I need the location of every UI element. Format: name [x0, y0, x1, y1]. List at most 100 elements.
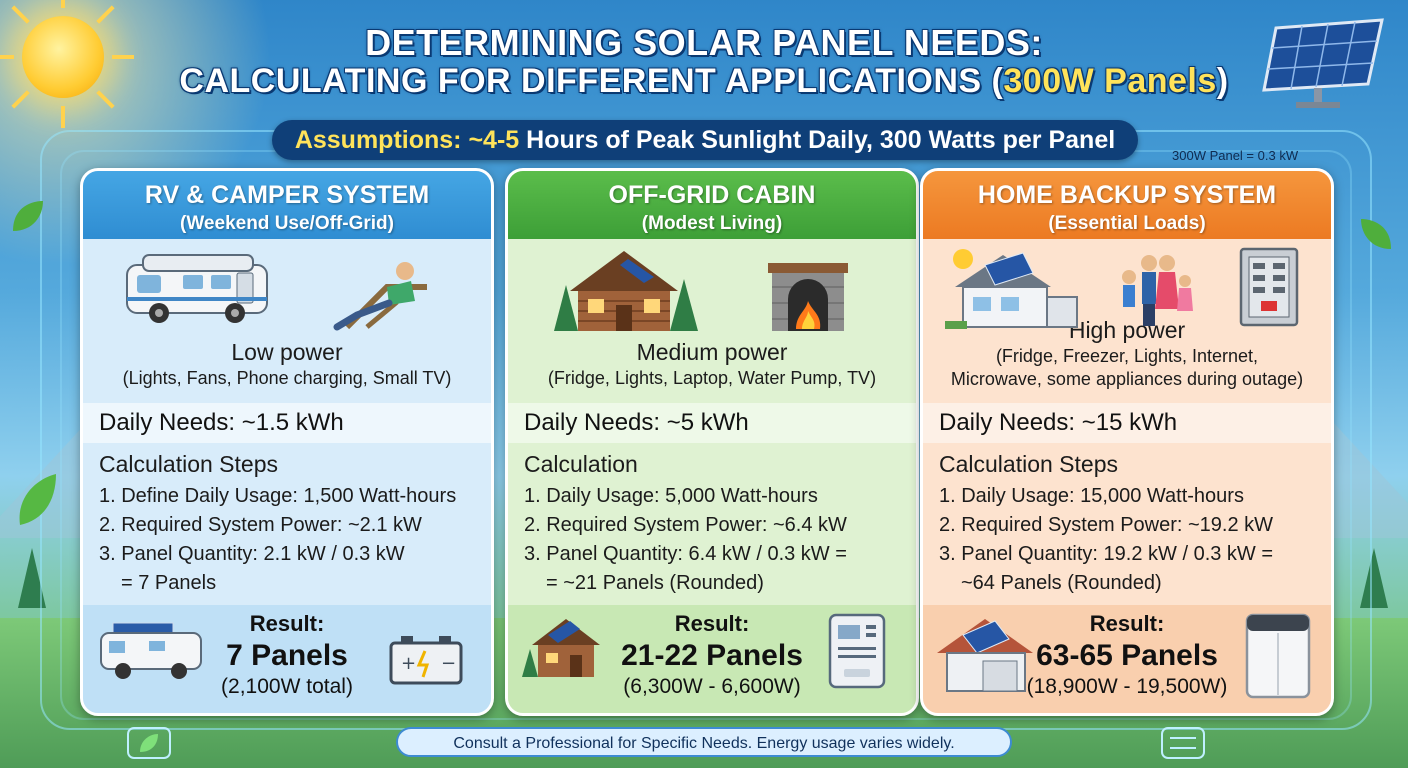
power-detail-2: Microwave, some appliances during outage… [950, 369, 1304, 389]
leaf-icon [19, 474, 57, 525]
card-subtitle: (Modest Living) [641, 213, 783, 234]
daily-label: Daily Needs: [99, 409, 236, 436]
cabin-icon [522, 619, 600, 677]
leaf-icon [13, 201, 43, 231]
power-detail: (Fridge, Freezer, Lights, Internet, [995, 346, 1259, 366]
tree-right [1360, 548, 1388, 608]
step-row: 2. Required System Power: ~2.1 kW [99, 514, 422, 536]
rv-icon [100, 622, 202, 679]
result-total: (18,900W - 19,500W) [1026, 675, 1228, 698]
daily-needs: Daily Needs: ~5 kWh [508, 403, 916, 443]
calculation-steps: Calculation 1. Daily Usage: 5,000 Watt-h… [524, 451, 904, 598]
calculation-steps: Calculation Steps 1. Define Daily Usage:… [99, 451, 479, 598]
power-level: High power [1068, 317, 1186, 343]
card-home-backup: HOME BACKUP SYSTEM (Essential Loads) Hig… [920, 168, 1334, 716]
assumptions-hours: ~4-5 [468, 126, 520, 154]
card-header: RV & CAMPER SYSTEM (Weekend Use/Off-Grid… [83, 171, 491, 239]
power-detail: (Fridge, Lights, Laptop, Water Pump, TV) [547, 368, 877, 388]
daily-value: ~5 kWh [666, 409, 749, 436]
card-subtitle: (Essential Loads) [1048, 213, 1206, 234]
subtitle-suffix: ) [1216, 62, 1229, 100]
power-level: Low power [231, 339, 343, 365]
footer-disclaimer: Consult a Professional for Specific Need… [396, 727, 1012, 757]
card-illustration [83, 239, 491, 339]
inverter-icon [828, 613, 886, 689]
card-title: HOME BACKUP SYSTEM [977, 181, 1277, 209]
step-row: ~64 Panels (Rounded) [961, 572, 1162, 594]
calculation-steps: Calculation Steps 1. Daily Usage: 15,000… [939, 451, 1319, 598]
card-title: RV & CAMPER SYSTEM [144, 181, 430, 209]
card-subtitle: (Weekend Use/Off-Grid) [180, 213, 394, 234]
card-illustration [508, 239, 916, 339]
result-value: 21-22 Panels [621, 639, 803, 672]
result-text: Result: 63-65 Panels (18,900W - 19,500W) [923, 611, 1331, 699]
result-label: Result: [674, 611, 750, 636]
step-row: 2. Required System Power: ~19.2 kW [939, 514, 1274, 536]
electrical-panel-icon [1239, 247, 1299, 327]
power-level: Medium power [636, 339, 788, 365]
step-row: 1. Daily Usage: 15,000 Watt-hours [939, 485, 1244, 507]
daily-label: Daily Needs: [939, 409, 1076, 436]
card-title: OFF-GRID CABIN [608, 181, 816, 209]
leaf-icon [127, 727, 171, 759]
leaf-icon [1361, 219, 1391, 249]
assumptions-banner: Assumptions: ~4-5 Hours of Peak Sunlight… [272, 120, 1138, 160]
battery-icon: + − [389, 636, 463, 685]
result-total: (6,300W - 6,600W) [623, 675, 801, 698]
result-text: Result: 21-22 Panels (6,300W - 6,600W) [508, 611, 916, 699]
page-subtitle: CALCULATING FOR DIFFERENT APPLICATIONS (… [0, 62, 1408, 101]
steps-title: Calculation Steps [939, 451, 1118, 477]
daily-needs: Daily Needs: ~1.5 kWh [83, 403, 491, 443]
result-text: Result: 7 Panels (2,100W total) [83, 611, 491, 699]
result-label: Result: [1089, 611, 1165, 636]
power-summary: Low power (Lights, Fans, Phone charging,… [83, 339, 491, 389]
result-label: Result: [249, 611, 325, 636]
card-header: HOME BACKUP SYSTEM (Essential Loads) [923, 171, 1331, 239]
sun-icon [0, 0, 134, 128]
daily-value: ~1.5 kWh [241, 409, 344, 436]
svg-text:−: − [441, 653, 456, 674]
house-solar-icon [937, 619, 1033, 692]
step-row: 1. Daily Usage: 5,000 Watt-hours [524, 485, 818, 507]
steps-title: Calculation Steps [99, 451, 278, 477]
result-section: Result: 21-22 Panels (6,300W - 6,600W) [508, 605, 916, 713]
family-icon [1122, 255, 1193, 326]
daily-value: ~15 kWh [1081, 409, 1178, 436]
result-value: 7 Panels [226, 639, 348, 672]
power-summary: High power (Fridge, Freezer, Lights, Int… [923, 317, 1331, 390]
result-section: Result: 63-65 Panels (18,900W - 19,500W) [923, 605, 1331, 713]
step-row: = 7 Panels [121, 572, 217, 594]
subtitle-prefix: CALCULATING FOR DIFFERENT APPLICATIONS ( [179, 62, 1004, 100]
fireplace-icon [768, 263, 848, 331]
card-header: OFF-GRID CABIN (Modest Living) [508, 171, 916, 239]
step-row: = ~21 Panels (Rounded) [546, 572, 764, 594]
result-value: 63-65 Panels [1036, 639, 1218, 672]
card-rv-camper: RV & CAMPER SYSTEM (Weekend Use/Off-Grid… [80, 168, 494, 716]
circuit-icon [1161, 727, 1205, 759]
card-off-grid-cabin: OFF-GRID CABIN (Modest Living) Medium po… [505, 168, 919, 716]
subtitle-highlight: 300W Panels [1003, 62, 1217, 100]
power-detail: (Lights, Fans, Phone charging, Small TV) [122, 368, 452, 388]
step-row: 1. Define Daily Usage: 1,500 Watt-hours [99, 485, 457, 507]
card-illustration [923, 239, 1331, 329]
assumptions-label: Assumptions: [294, 126, 462, 154]
svg-text:+: + [401, 653, 416, 674]
cabin-icon [554, 251, 698, 331]
solar-panel-icon [1262, 18, 1384, 108]
power-summary: Medium power (Fridge, Lights, Laptop, Wa… [508, 339, 916, 389]
step-row: 3. Panel Quantity: 2.1 kW / 0.3 kW [99, 543, 405, 565]
result-total: (2,100W total) [221, 675, 353, 698]
daily-needs: Daily Needs: ~15 kWh [923, 403, 1331, 443]
house-solar-icon [945, 249, 1078, 329]
rv-icon [126, 254, 268, 323]
relaxing-person-icon [333, 262, 427, 331]
step-row: 3. Panel Quantity: 6.4 kW / 0.3 kW = [524, 543, 847, 565]
daily-label: Daily Needs: [524, 409, 661, 436]
assumptions-text: Hours of Peak Sunlight Daily, 300 Watts … [526, 126, 1116, 154]
step-row: 2. Required System Power: ~6.4 kW [524, 514, 847, 536]
step-row: 3. Panel Quantity: 19.2 kW / 0.3 kW = [939, 543, 1274, 565]
home-battery-icon [1245, 613, 1311, 699]
panel-note: 300W Panel = 0.3 kW [1172, 148, 1299, 163]
steps-title: Calculation [524, 451, 638, 477]
result-section: + − Result: 7 Panels (2,100W total) [83, 605, 491, 713]
